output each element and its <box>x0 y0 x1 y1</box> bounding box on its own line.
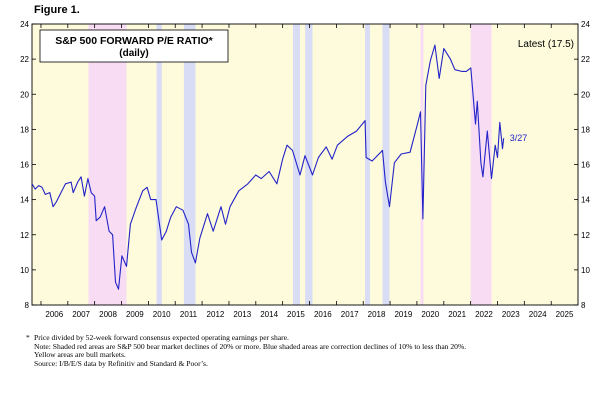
x-tick-label: 2009 <box>126 310 144 319</box>
y-tick-label-right: 18 <box>581 125 590 134</box>
x-tick-label: 2017 <box>341 310 359 319</box>
y-tick-label-right: 10 <box>581 266 590 275</box>
x-tick-label: 2006 <box>45 310 63 319</box>
figure-label: Figure 1. <box>34 4 80 16</box>
y-tick-label-right: 22 <box>581 55 590 64</box>
x-tick-label: 2008 <box>99 310 117 319</box>
chart-title: S&P 500 FORWARD P/E RATIO* <box>55 35 213 47</box>
y-tick-label-right: 20 <box>581 90 590 99</box>
title-box: S&P 500 FORWARD P/E RATIO* (daily) <box>39 29 229 63</box>
footnote-bull-note: Yellow areas are bull markets. <box>34 350 126 360</box>
x-tick-label: 2011 <box>180 310 198 319</box>
y-tick-label-left: 14 <box>20 196 29 205</box>
y-tick-label-left: 16 <box>20 161 29 170</box>
bear-market-band <box>88 24 127 305</box>
y-tick-label-right: 14 <box>581 196 590 205</box>
x-tick-label: 2025 <box>556 310 574 319</box>
y-tick-label-left: 22 <box>20 55 29 64</box>
x-tick-label: 2012 <box>207 310 225 319</box>
x-tick-label: 2010 <box>153 310 171 319</box>
footnote-source: Source: I/B/E/S data by Refinitiv and St… <box>34 358 208 368</box>
x-tick-label: 2024 <box>529 310 547 319</box>
y-tick-label-left: 18 <box>20 125 29 134</box>
x-tick-label: 2021 <box>448 310 466 319</box>
x-tick-label: 2020 <box>421 310 439 319</box>
y-tick-label-right: 12 <box>581 231 590 240</box>
latest-value-label: Latest (17.5) <box>518 39 574 50</box>
correction-band <box>365 24 370 305</box>
footnote-shading-note: Note: Shaded red areas are S&P 500 bear … <box>34 341 467 351</box>
y-tick-label-left: 24 <box>20 20 29 29</box>
series-line-forward-pe <box>31 44 505 290</box>
y-tick-label-left: 10 <box>20 266 29 275</box>
correction-band <box>183 24 196 305</box>
y-tick-label-left: 12 <box>20 231 29 240</box>
title-box-frame <box>39 29 229 63</box>
x-tick-label: 2014 <box>260 310 278 319</box>
correction-band <box>382 24 390 305</box>
y-tick-label-left: 20 <box>20 90 29 99</box>
x-tick-label: 2022 <box>475 310 493 319</box>
correction-band <box>156 24 162 305</box>
x-tick-label: 2007 <box>72 310 90 319</box>
latest-date-label: 3/27 <box>510 133 528 143</box>
footnote-mark: * <box>26 333 30 342</box>
x-tick-label: 2019 <box>394 310 412 319</box>
footnote-definition-text: Price divided by 52-week forward consens… <box>34 333 289 342</box>
x-tick-label: 2016 <box>314 310 332 319</box>
y-tick-label-left: 8 <box>25 301 30 310</box>
y-tick-label-right: 8 <box>581 301 586 310</box>
y-tick-label-right: 24 <box>581 20 590 29</box>
x-tick-label: 2018 <box>368 310 386 319</box>
x-tick-label: 2023 <box>502 310 520 319</box>
footnotes: * Price divided by 52-week forward conse… <box>26 333 606 368</box>
y-tick-label-right: 16 <box>581 161 590 170</box>
footnote-definition: * Price divided by 52-week forward conse… <box>26 333 606 343</box>
chart-subtitle: (daily) <box>119 48 148 59</box>
x-tick-label: 2015 <box>287 310 305 319</box>
x-tick-label: 2013 <box>233 310 251 319</box>
